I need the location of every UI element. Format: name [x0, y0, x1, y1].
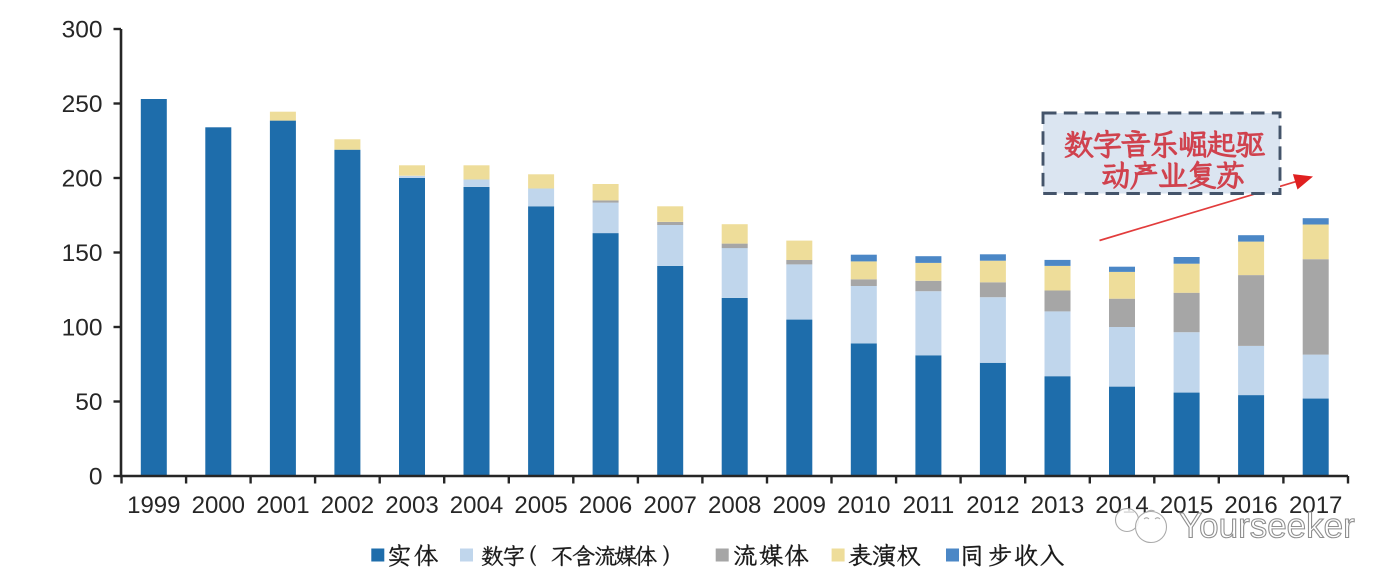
svg-text:0: 0 — [89, 464, 103, 491]
svg-text:2003: 2003 — [385, 492, 438, 519]
svg-text:2002: 2002 — [321, 492, 374, 519]
svg-text:2007: 2007 — [644, 492, 697, 519]
svg-text:Yourseeker: Yourseeker — [1179, 507, 1355, 546]
svg-text:2000: 2000 — [192, 492, 245, 519]
svg-text:2011: 2011 — [903, 492, 955, 519]
svg-text:2017: 2017 — [1289, 492, 1342, 519]
svg-text:2006: 2006 — [579, 492, 632, 519]
svg-text:100: 100 — [62, 315, 103, 342]
svg-text:2010: 2010 — [837, 492, 890, 519]
svg-text:150: 150 — [62, 240, 103, 267]
svg-text:2012: 2012 — [966, 492, 1019, 519]
svg-text:2009: 2009 — [773, 492, 826, 519]
svg-text:2001: 2001 — [256, 492, 309, 519]
svg-text:200: 200 — [62, 166, 103, 193]
svg-text:300: 300 — [62, 17, 103, 44]
svg-text:1999: 1999 — [127, 492, 180, 519]
svg-text:2004: 2004 — [450, 492, 503, 519]
svg-text:2008: 2008 — [708, 492, 761, 519]
svg-text:2005: 2005 — [514, 492, 567, 519]
svg-text:2016: 2016 — [1224, 492, 1277, 519]
svg-text:50: 50 — [75, 389, 102, 416]
svg-text:250: 250 — [62, 91, 103, 118]
svg-text:2015: 2015 — [1160, 492, 1213, 519]
svg-text:2013: 2013 — [1031, 492, 1084, 519]
